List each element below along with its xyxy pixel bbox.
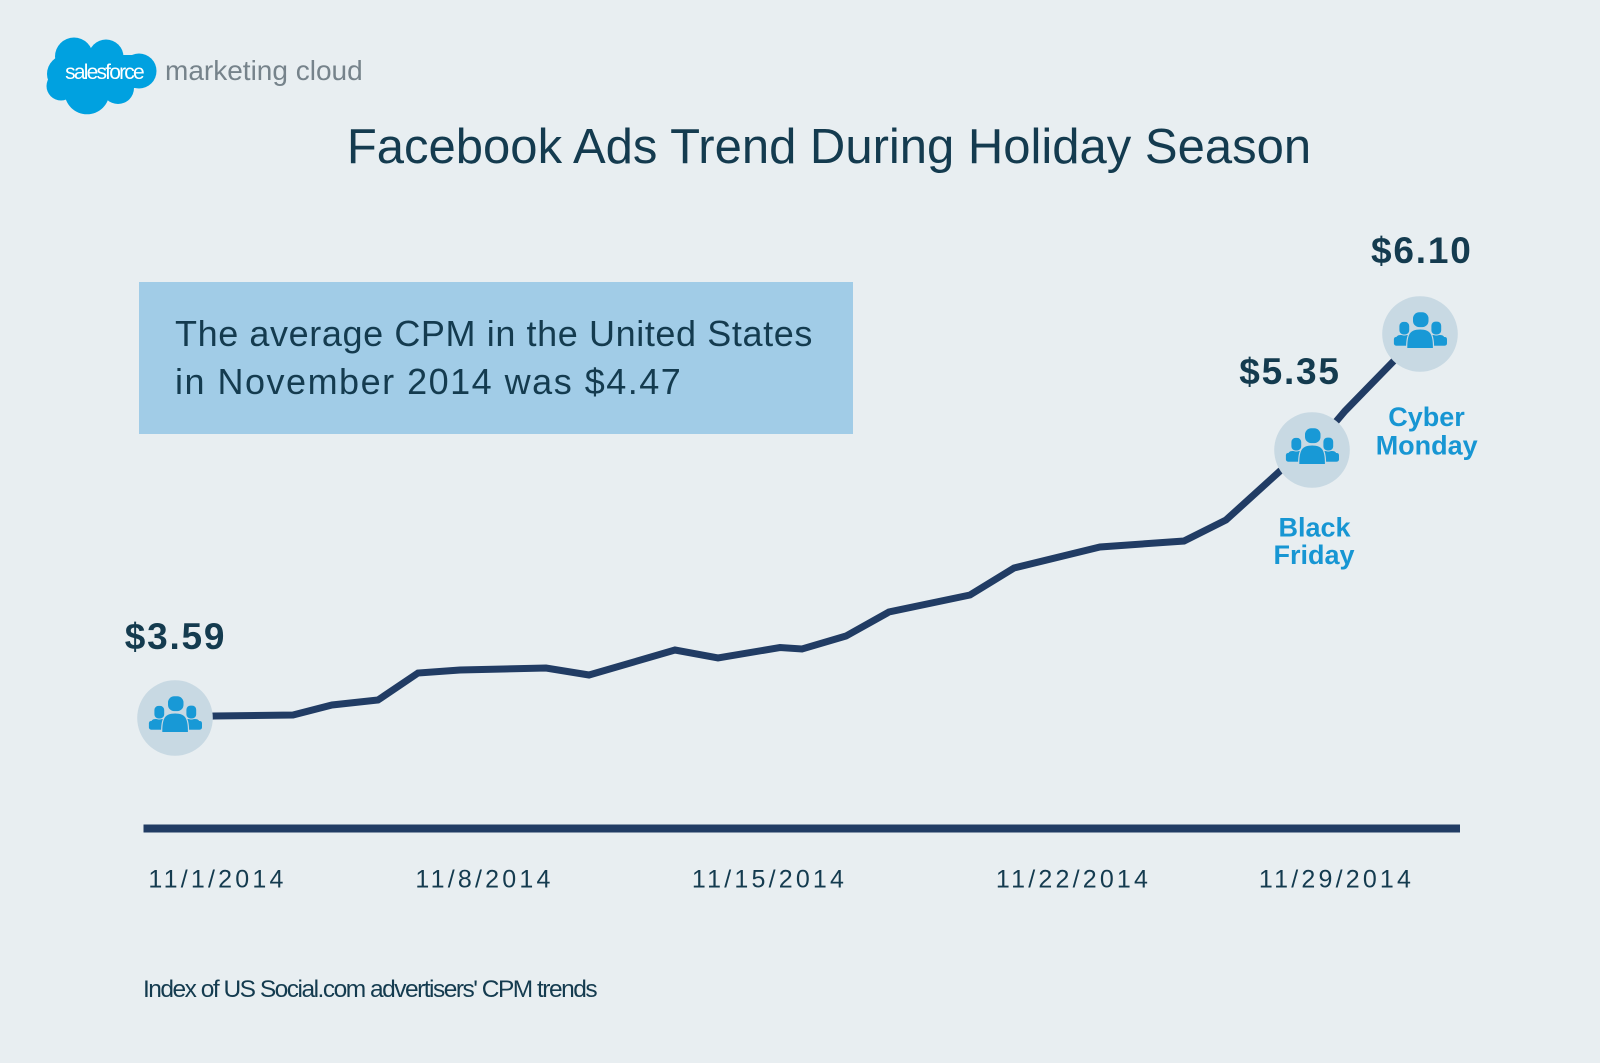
svg-text:11/8/2014: 11/8/2014: [415, 866, 553, 894]
svg-text:11/29/2014: 11/29/2014: [1259, 866, 1414, 894]
svg-text:in November 2014 was $4.47: in November 2014 was $4.47: [175, 361, 682, 402]
svg-text:The average CPM in the United: The average CPM in the United States: [175, 313, 813, 354]
svg-text:Facebook Ads Trend During Holi: Facebook Ads Trend During Holiday Season: [347, 120, 1311, 174]
svg-text:salesforce: salesforce: [65, 61, 144, 84]
svg-text:Cyber: Cyber: [1388, 402, 1465, 432]
svg-text:11/1/2014: 11/1/2014: [148, 866, 286, 894]
svg-text:$6.10: $6.10: [1371, 230, 1473, 271]
svg-text:11/22/2014: 11/22/2014: [996, 866, 1151, 894]
svg-text:$3.59: $3.59: [125, 616, 227, 657]
svg-text:Index of US Social.com adverti: Index of US Social.com advertisers' CPM …: [143, 976, 597, 1003]
svg-text:marketing cloud: marketing cloud: [165, 55, 363, 86]
svg-text:Monday: Monday: [1376, 431, 1478, 461]
svg-text:Friday: Friday: [1273, 540, 1354, 570]
svg-text:$5.35: $5.35: [1239, 351, 1341, 392]
svg-text:11/15/2014: 11/15/2014: [692, 866, 847, 894]
svg-text:Black: Black: [1278, 512, 1351, 542]
